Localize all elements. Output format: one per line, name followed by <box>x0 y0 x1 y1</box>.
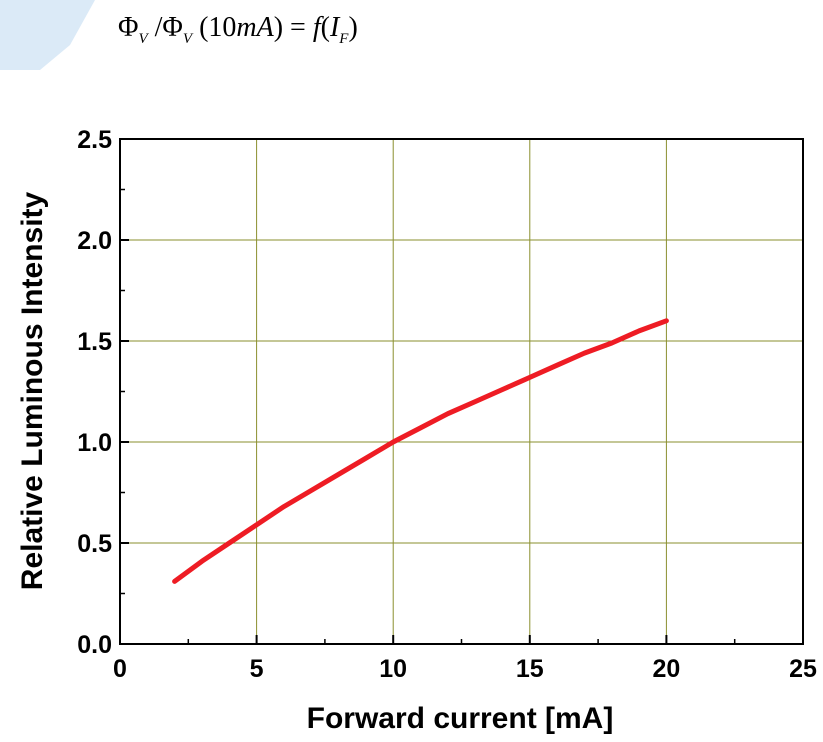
y-tick-label: 0.5 <box>77 530 112 558</box>
y-tick-label: 1.0 <box>77 429 112 457</box>
x-tick-label: 25 <box>789 655 817 683</box>
formula: ΦV /ΦV (10mA) = f(IF) <box>118 12 358 48</box>
y-axis-label: Relative Luminous Intensity <box>16 191 49 590</box>
y-tick-label: 0.0 <box>77 631 112 659</box>
watermark-logo <box>0 0 95 70</box>
x-tick-label: 15 <box>516 655 544 683</box>
formula-sub-f: F <box>339 31 349 47</box>
formula-sub-v: V <box>138 31 148 47</box>
x-tick-label: 20 <box>652 655 680 683</box>
formula-slash: / <box>147 12 163 43</box>
minor-ticks <box>120 188 736 644</box>
x-tick-label: 0 <box>113 655 127 683</box>
formula-sub-v-2: V <box>182 31 193 47</box>
formula-equals: = <box>283 12 313 43</box>
x-tick-label: 10 <box>379 655 407 683</box>
formula-phi-2: Φ <box>162 12 183 43</box>
formula-phi: Φ <box>118 12 139 43</box>
plot-frame <box>119 138 804 645</box>
x-axis-label: Forward current [mA] <box>307 702 614 735</box>
formula-func: f <box>312 12 321 43</box>
major-ticks <box>119 138 804 645</box>
x-tick-label: 5 <box>250 655 264 683</box>
y-tick-labels: 0.0 0.5 1.0 1.5 2.0 2.5 <box>77 126 112 659</box>
formula-arg-unit: mA <box>236 12 274 43</box>
y-tick-label: 2.0 <box>77 227 112 255</box>
formula-arg-close: ) <box>273 12 284 43</box>
formula-func-close: ) <box>348 12 358 43</box>
formula-var: I <box>329 12 340 43</box>
formula-func-open: ( <box>320 12 330 43</box>
x-tick-labels: 0 5 10 15 20 25 <box>113 655 817 683</box>
series-line <box>172 318 669 584</box>
y-tick-label: 1.5 <box>77 328 112 356</box>
watermark-shape <box>0 0 95 70</box>
y-tick-label: 2.5 <box>77 126 112 154</box>
grid-lines <box>120 139 803 644</box>
formula-arg-open: (10 <box>192 12 237 43</box>
